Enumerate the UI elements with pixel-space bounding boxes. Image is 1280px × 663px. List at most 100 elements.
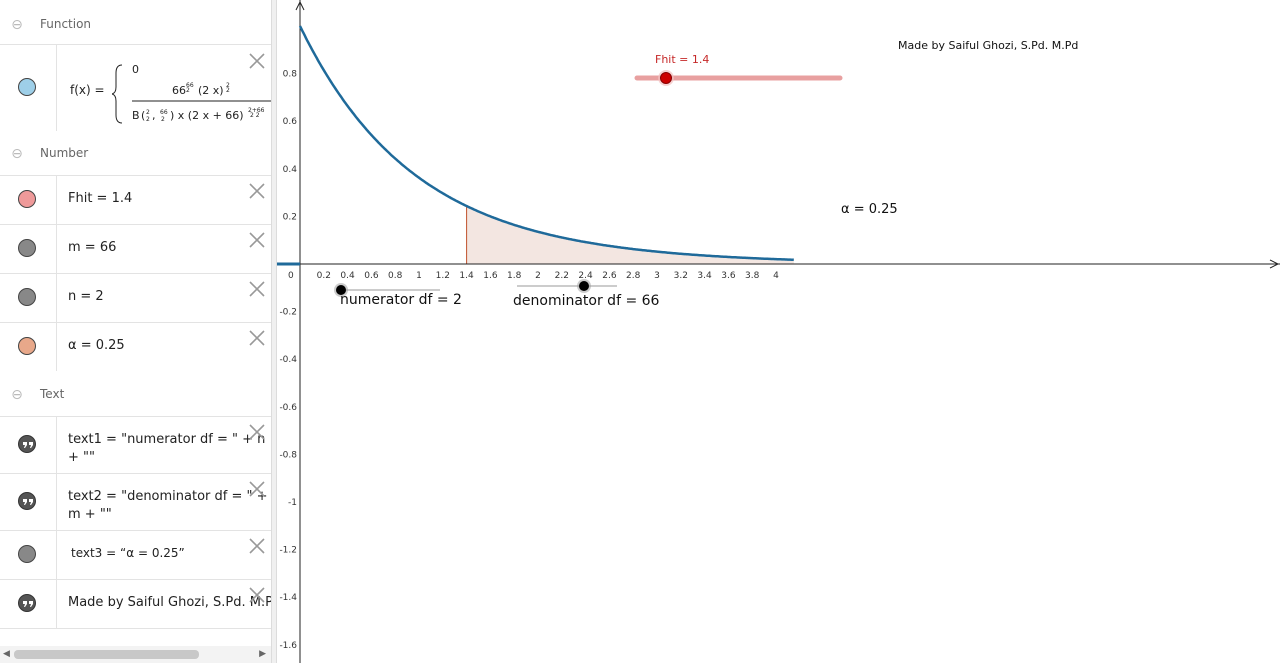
algebra-row-text4[interactable]: Made by Saiful Ghozi, S.Pd. M.Pd xyxy=(0,579,271,629)
credit-text: Made by Saiful Ghozi, S.Pd. M.Pd xyxy=(898,39,1078,52)
row-text: text2 = "denominator df = " + xyxy=(68,489,268,504)
svg-text:,: , xyxy=(152,109,156,122)
x-tick-label: 3.6 xyxy=(721,271,736,281)
visibility-toggle[interactable] xyxy=(18,239,36,257)
svg-text:2: 2 xyxy=(226,87,230,94)
quote-icon[interactable] xyxy=(18,492,36,510)
x-axis-arrow-icon xyxy=(1269,259,1280,269)
m-slider-handle[interactable] xyxy=(579,281,589,291)
case-top: 0 xyxy=(132,63,139,76)
panel-divider[interactable] xyxy=(271,0,277,663)
collapse-icon[interactable]: ⊖ xyxy=(11,146,23,162)
fhit-slider-handle[interactable] xyxy=(660,72,672,84)
y-axis-arrow-icon xyxy=(295,0,305,11)
y-tick-label: 0.8 xyxy=(283,70,298,80)
algebra-row-n[interactable]: n = 2 xyxy=(0,273,271,322)
y-tick-label: 0.6 xyxy=(283,117,298,127)
algebra-row-m[interactable]: m = 66 xyxy=(0,224,271,273)
slider-label: Fhit = 1.4 xyxy=(655,53,709,66)
horizontal-scrollbar[interactable]: ◀ ▶ xyxy=(0,646,271,663)
x-tick-label: 2.8 xyxy=(626,271,641,281)
svg-text:2 2: 2 2 xyxy=(250,112,260,119)
y-tick-label: -1.4 xyxy=(279,593,297,603)
row-text: text3 = “α = 0.25” xyxy=(71,546,185,560)
function-lhs: f(x) = xyxy=(70,83,105,97)
svg-text:) x (2 x + 66): ) x (2 x + 66) xyxy=(170,109,244,122)
group-label: Number xyxy=(40,146,89,160)
piecewise-formula: 0 66 66 2 (2 x) 2 2 B ( 2 2 , 66 2 ) x (… xyxy=(112,63,271,124)
algebra-row-alpha[interactable]: α = 0.25 xyxy=(0,322,271,371)
y-tick-label: -0.4 xyxy=(279,355,297,365)
group-header-function[interactable]: ⊖ Function xyxy=(0,2,271,46)
algebra-row-function[interactable]: f(x) = 0 66 66 2 (2 x) 2 2 B ( 2 2 , 66 … xyxy=(0,44,271,131)
shaded-region xyxy=(466,206,794,264)
visibility-toggle[interactable] xyxy=(18,78,36,96)
x-tick-label: 2.2 xyxy=(555,271,569,281)
svg-text:2: 2 xyxy=(146,109,150,116)
scrollbar-thumb[interactable] xyxy=(14,650,199,659)
svg-text:2: 2 xyxy=(161,116,165,123)
visibility-toggle[interactable] xyxy=(18,545,36,563)
denominator-df-text: denominator df = 66 xyxy=(513,293,660,309)
group-label: Text xyxy=(40,387,65,401)
algebra-row-fhit[interactable]: Fhit = 1.4 xyxy=(0,175,271,224)
visibility-toggle[interactable] xyxy=(18,288,36,306)
scroll-right-icon[interactable]: ▶ xyxy=(259,649,266,659)
delete-icon[interactable] xyxy=(247,328,267,348)
x-tick-label: 0.4 xyxy=(340,271,355,281)
delete-icon[interactable] xyxy=(247,51,267,71)
y-tick-labels: 0.2 0.4 0.6 0.8 -0.2 -0.4 -0.6 -0.8 -1 -1.2 -1.4 -1… xyxy=(279,70,297,651)
delete-icon[interactable] xyxy=(247,536,267,556)
row-text: Made by Saiful Ghozi, S.Pd. M.Pd xyxy=(68,595,271,610)
algebra-row-text3[interactable]: text3 = “α = 0.25” xyxy=(0,530,271,579)
x-tick-label: 1 xyxy=(416,271,422,281)
svg-text:2: 2 xyxy=(226,82,230,89)
density-curve[interactable] xyxy=(298,25,794,262)
delete-icon[interactable] xyxy=(247,422,267,442)
delete-icon[interactable] xyxy=(247,230,267,250)
x-tick-label: 0.2 xyxy=(317,271,331,281)
delete-icon[interactable] xyxy=(247,279,267,299)
y-tick-label: -1.2 xyxy=(279,546,297,556)
y-tick-label: -1.6 xyxy=(279,641,297,651)
collapse-icon[interactable]: ⊖ xyxy=(11,17,23,33)
delete-icon[interactable] xyxy=(247,479,267,499)
row-text: n = 2 xyxy=(68,289,104,304)
svg-text:2: 2 xyxy=(186,87,190,94)
x-tick-label: 0.8 xyxy=(388,271,403,281)
visibility-toggle[interactable] xyxy=(18,337,36,355)
numerator-df-text: numerator df = 2 xyxy=(340,292,462,308)
x-tick-label: 3.2 xyxy=(674,271,688,281)
group-header-text[interactable]: ⊖ Text xyxy=(0,372,271,416)
scroll-left-icon[interactable]: ◀ xyxy=(3,649,10,659)
algebra-row-text1[interactable]: text1 = "numerator df = " + n + "" xyxy=(0,416,271,473)
visibility-toggle[interactable] xyxy=(18,190,36,208)
graphics-view[interactable]: 0 0.2 0.4 0.6 0.8 1 1.2 1.4 1.6 1.8 2 2.2 2.4 2.6 2.8 3… xyxy=(277,0,1280,663)
delete-icon[interactable] xyxy=(247,585,267,605)
y-tick-label: 0.4 xyxy=(283,165,298,175)
x-tick-label: 3.8 xyxy=(745,271,760,281)
y-tick-label: -0.2 xyxy=(279,308,297,318)
svg-text:(2 x): (2 x) xyxy=(198,84,224,97)
quote-icon[interactable] xyxy=(18,435,36,453)
delete-icon[interactable] xyxy=(247,181,267,201)
x-tick-label: 2 xyxy=(535,271,541,281)
n-slider-handle[interactable] xyxy=(336,285,346,295)
x-tick-label: 1.2 xyxy=(436,271,450,281)
y-tick-label: -1 xyxy=(288,498,297,508)
group-header-number[interactable]: ⊖ Number xyxy=(0,131,271,175)
row-text: text1 = "numerator df = " + n xyxy=(68,432,266,447)
svg-text:(: ( xyxy=(141,109,145,122)
row-text: m = 66 xyxy=(68,240,117,255)
alpha-text: α = 0.25 xyxy=(841,202,898,217)
x-tick-labels: 0 0.2 0.4 0.6 0.8 1 1.2 1.4 1.6 1.8 2 2.2 2.4 2.6 2.8 3… xyxy=(288,271,779,281)
algebra-row-text2[interactable]: text2 = "denominator df = " + m + "" xyxy=(0,473,271,530)
collapse-icon[interactable]: ⊖ xyxy=(11,387,23,403)
y-tick-label: 0.2 xyxy=(283,212,297,222)
quote-icon[interactable] xyxy=(18,594,36,612)
numerator-base: 66 xyxy=(172,84,186,97)
row-text: α = 0.25 xyxy=(68,338,125,353)
algebra-view: ⊖ Function f(x) = 0 66 66 2 (2 x) 2 2 B … xyxy=(0,0,271,663)
y-tick-label: -0.8 xyxy=(279,450,297,460)
x-tick-label: 0.6 xyxy=(364,271,379,281)
